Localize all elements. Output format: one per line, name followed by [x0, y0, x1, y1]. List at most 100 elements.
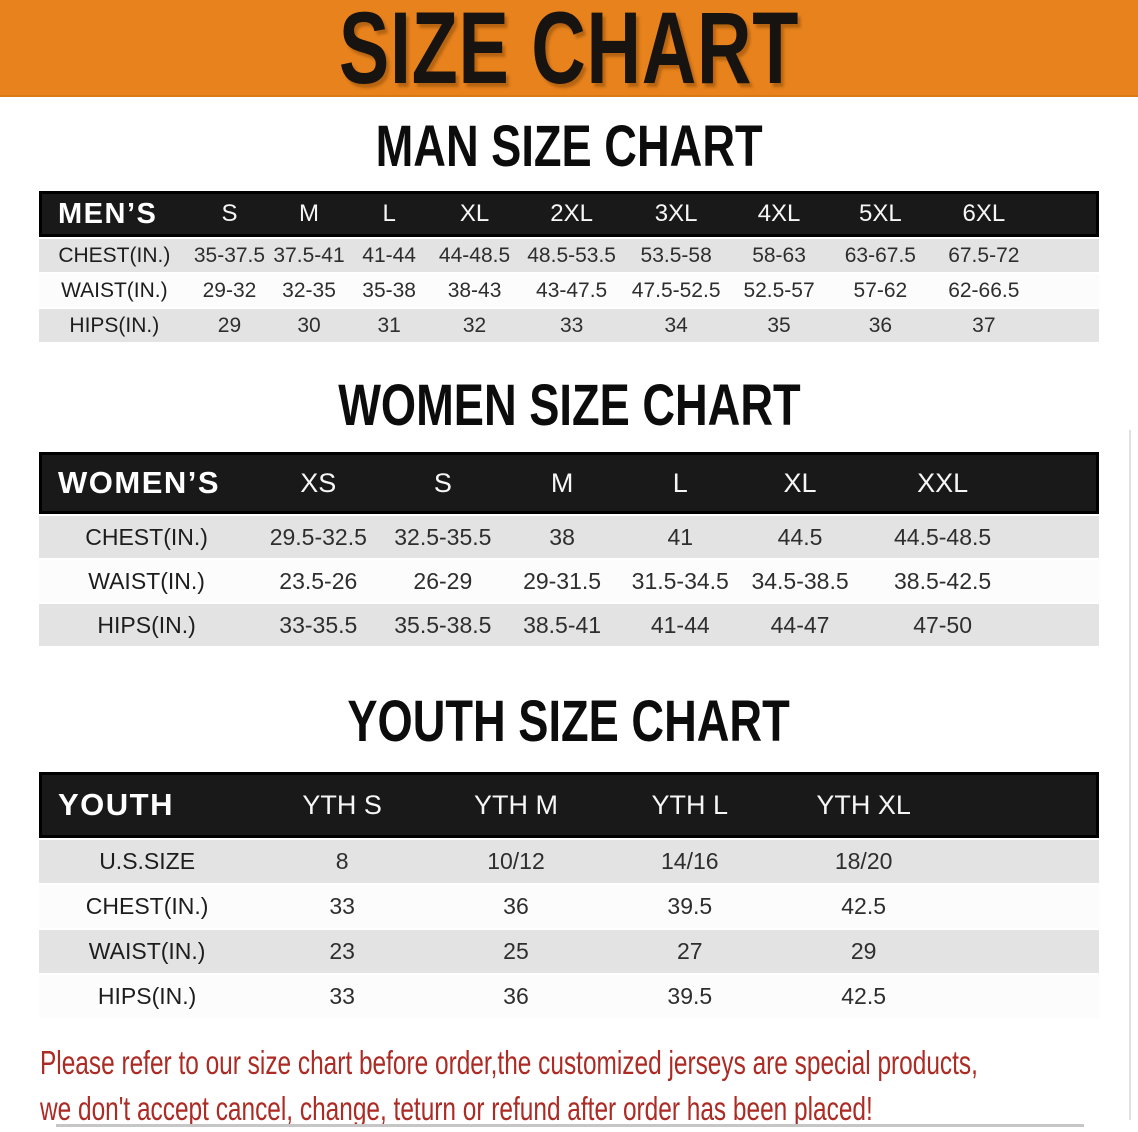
youth-cell-3-3: 42.5 [776, 973, 951, 1018]
youth-cell-0-1: 10/12 [429, 838, 603, 883]
women-row-label-0: CHEST(IN.) [39, 514, 255, 558]
men-cell-1-3: 38-43 [429, 272, 520, 307]
women-cell-0-3: 41 [620, 514, 740, 558]
men-header-label: MEN’S [39, 191, 190, 237]
men-cell-2-3: 32 [429, 307, 520, 342]
men-cell-1-7: 57-62 [829, 272, 932, 307]
men-cell-0-8: 67.5-72 [931, 237, 1037, 272]
women-row-label-2: HIPS(IN.) [39, 602, 255, 646]
men-cell-2-1: 30 [269, 307, 349, 342]
men-row-2: HIPS(IN.) 29 30 31 32 33 34 35 36 37 [39, 307, 1099, 342]
men-row-0: CHEST(IN.) 35-37.5 37.5-41 41-44 44-48.5 48.5… [39, 237, 1099, 272]
women-cell-1-5: 38.5-42.5 [860, 558, 1025, 602]
women-size-table: WOMEN’S XS S M L XL XXL CHEST(IN.) 29.5-32.5 32.5… [39, 452, 1099, 646]
women-header-filler [1024, 452, 1099, 514]
men-cell-2-4: 33 [519, 307, 624, 342]
women-cell-1-1: 26-29 [382, 558, 504, 602]
women-size-header-1: S [382, 452, 504, 514]
men-cell-0-6: 58-63 [728, 237, 830, 272]
women-cell-0-2: 38 [503, 514, 621, 558]
youth-row-filler-1 [950, 883, 1099, 928]
youth-cell-3-0: 33 [255, 973, 430, 1018]
men-cell-2-0: 29 [189, 307, 270, 342]
men-size-header-2: L [348, 191, 430, 237]
men-cell-1-2: 35-38 [348, 272, 430, 307]
youth-size-table: YOUTH YTH S YTH M YTH L YTH XL U.S.SIZE 8 10/12… [39, 772, 1099, 1018]
women-cell-1-0: 23.5-26 [254, 558, 383, 602]
youth-row-label-3: HIPS(IN.) [39, 973, 256, 1018]
men-cell-0-0: 35-37.5 [189, 237, 270, 272]
youth-header-filler [950, 772, 1099, 838]
women-size-header-4: XL [739, 452, 861, 514]
youth-header-label: YOUTH [39, 772, 256, 838]
youth-cell-2-3: 29 [776, 928, 951, 973]
youth-row-label-2: WAIST(IN.) [39, 928, 256, 973]
men-cell-0-3: 44-48.5 [429, 237, 520, 272]
men-cell-2-5: 34 [623, 307, 729, 342]
men-row-filler-0 [1036, 237, 1099, 272]
men-size-table: MEN’S S M L XL 2XL 3XL 4XL 5XL 6XL CHEST(IN.) 35-37… [39, 191, 1099, 342]
men-cell-2-8: 37 [931, 307, 1037, 342]
youth-cell-0-3: 18/20 [776, 838, 951, 883]
women-section-title-text: WOMEN SIZE CHART [337, 373, 801, 438]
men-cell-0-2: 41-44 [348, 237, 430, 272]
men-cell-1-8: 62-66.5 [931, 272, 1037, 307]
women-section-title: WOMEN SIZE CHART [0, 373, 1138, 438]
women-header-label: WOMEN’S [39, 452, 255, 514]
men-cell-1-6: 52.5-57 [728, 272, 830, 307]
men-size-header-0: S [189, 191, 270, 237]
men-header-row: MEN’S S M L XL 2XL 3XL 4XL 5XL 6XL [39, 191, 1099, 237]
women-cell-2-4: 44-47 [739, 602, 861, 646]
women-cell-2-1: 35.5-38.5 [382, 602, 504, 646]
women-cell-0-0: 29.5-32.5 [254, 514, 383, 558]
right-edge-line [1129, 430, 1131, 1120]
women-row-0: CHEST(IN.) 29.5-32.5 32.5-35.5 38 41 44.5 44.5… [39, 514, 1099, 558]
men-row-label-2: HIPS(IN.) [39, 307, 190, 342]
women-size-header-3: L [620, 452, 740, 514]
women-cell-0-1: 32.5-35.5 [382, 514, 504, 558]
women-row-filler-2 [1024, 602, 1099, 646]
women-cell-2-2: 38.5-41 [503, 602, 621, 646]
youth-row-3: HIPS(IN.) 33 36 39.5 42.5 [39, 973, 1099, 1018]
youth-size-header-0: YTH S [255, 772, 430, 838]
disclaimer: Please refer to our size chart before or… [40, 1040, 1138, 1132]
youth-row-filler-2 [950, 928, 1099, 973]
women-cell-0-4: 44.5 [739, 514, 861, 558]
youth-row-1: CHEST(IN.) 33 36 39.5 42.5 [39, 883, 1099, 928]
women-row-filler-1 [1024, 558, 1099, 602]
men-cell-2-6: 35 [728, 307, 830, 342]
bottom-edge-line [56, 1124, 1084, 1127]
women-size-header-5: XXL [860, 452, 1025, 514]
youth-cell-1-0: 33 [255, 883, 430, 928]
men-cell-0-7: 63-67.5 [829, 237, 932, 272]
men-row-label-1: WAIST(IN.) [39, 272, 190, 307]
youth-cell-0-2: 14/16 [602, 838, 777, 883]
women-cell-1-3: 31.5-34.5 [620, 558, 740, 602]
women-cell-1-4: 34.5-38.5 [739, 558, 861, 602]
men-section-title: MAN SIZE CHART [0, 118, 1138, 176]
men-cell-2-2: 31 [348, 307, 430, 342]
men-cell-1-4: 43-47.5 [519, 272, 624, 307]
men-cell-0-5: 53.5-58 [623, 237, 729, 272]
women-size-header-2: M [503, 452, 621, 514]
youth-size-header-3: YTH XL [776, 772, 951, 838]
youth-section-title-text: YOUTH SIZE CHART [347, 689, 791, 754]
youth-row-label-0: U.S.SIZE [39, 838, 256, 883]
men-cell-0-1: 37.5-41 [269, 237, 349, 272]
men-cell-0-4: 48.5-53.5 [519, 237, 624, 272]
youth-header-row: YOUTH YTH S YTH M YTH L YTH XL [39, 772, 1099, 838]
women-cell-2-5: 47-50 [860, 602, 1025, 646]
youth-row-filler-0 [950, 838, 1099, 883]
men-row-filler-2 [1036, 307, 1099, 342]
disclaimer-line-1: Please refer to our size chart before or… [40, 1044, 978, 1081]
men-size-header-3: XL [429, 191, 520, 237]
men-row-filler-1 [1036, 272, 1099, 307]
women-size-header-0: XS [254, 452, 383, 514]
youth-cell-1-2: 39.5 [602, 883, 777, 928]
youth-row-2: WAIST(IN.) 23 25 27 29 [39, 928, 1099, 973]
men-size-header-4: 2XL [519, 191, 624, 237]
men-size-header-1: M [269, 191, 349, 237]
banner: SIZE CHART [0, 0, 1138, 99]
men-cell-2-7: 36 [829, 307, 932, 342]
